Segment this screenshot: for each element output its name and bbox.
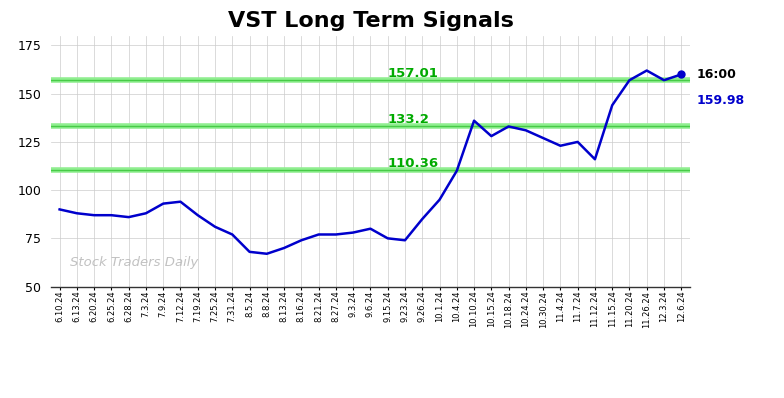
Title: VST Long Term Signals: VST Long Term Signals: [227, 12, 514, 31]
Text: 133.2: 133.2: [388, 113, 430, 126]
Text: 110.36: 110.36: [388, 157, 439, 170]
Text: Stock Traders Daily: Stock Traders Daily: [70, 256, 198, 269]
Text: 157.01: 157.01: [388, 67, 438, 80]
Text: 159.98: 159.98: [696, 94, 745, 107]
Text: 16:00: 16:00: [696, 68, 736, 82]
